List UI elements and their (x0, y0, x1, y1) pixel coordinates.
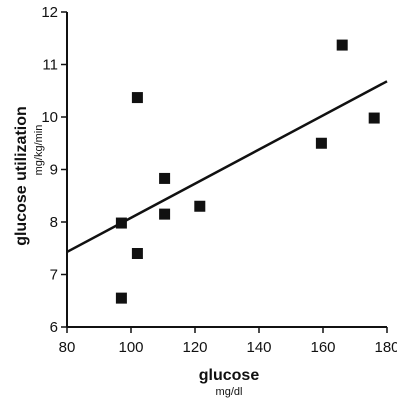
data-point (131, 92, 143, 104)
y-tick-label: 9 (50, 162, 58, 179)
x-tick-label: 100 (118, 339, 143, 356)
data-points (115, 39, 380, 304)
data-point (131, 248, 143, 259)
y-tick-label: 6 (50, 319, 58, 336)
y-tick-label: 10 (41, 109, 58, 126)
data-point (115, 217, 127, 229)
data-point (315, 137, 327, 149)
x-tick-label: 80 (59, 339, 76, 356)
y-tick-label: 8 (50, 214, 58, 231)
data-point (194, 200, 206, 212)
data-point (159, 172, 171, 184)
x-axis-title: glucose (199, 367, 260, 384)
x-tick-label: 160 (310, 339, 335, 356)
axes (66, 12, 387, 328)
y-axis-title: glucose utilization (13, 106, 30, 246)
data-point (115, 292, 127, 304)
data-point (336, 39, 348, 51)
regression-line (66, 80, 388, 254)
y-tick-label: 7 (50, 267, 58, 284)
x-axis-unit: mg/dl (216, 386, 243, 398)
x-tick-label: 180 (374, 339, 397, 356)
data-point (159, 208, 171, 220)
data-point (368, 112, 380, 124)
x-tick-label: 120 (182, 339, 207, 356)
y-tick-label: 12 (41, 4, 58, 21)
regression-line-path (66, 80, 388, 254)
x-tick-label: 140 (246, 339, 271, 356)
y-tick-label: 11 (42, 57, 58, 74)
y-axis-unit: mg/kg/min (33, 125, 45, 176)
ticks: 80 100 120 140 160 180 6 7 8 9 10 11 12 (41, 4, 397, 356)
